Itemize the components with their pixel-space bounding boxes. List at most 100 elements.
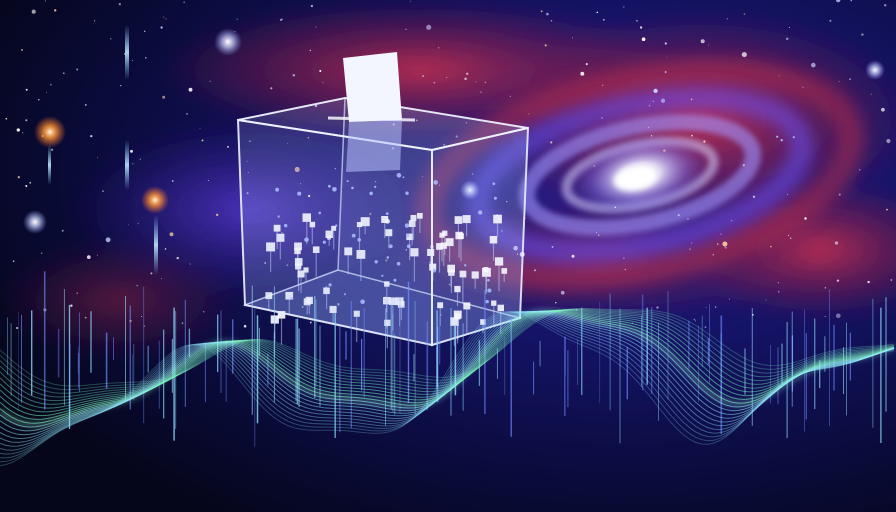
star — [663, 149, 666, 152]
star — [102, 190, 104, 192]
star — [648, 126, 650, 128]
star — [201, 139, 204, 142]
ballot-sparkle — [478, 210, 483, 215]
star — [770, 245, 772, 248]
star — [838, 81, 840, 82]
ballot-card — [277, 311, 286, 345]
star — [714, 306, 717, 308]
star — [186, 113, 189, 115]
star — [84, 103, 87, 106]
star — [788, 26, 790, 28]
sound-waves — [0, 308, 895, 467]
star — [551, 245, 554, 248]
star — [132, 163, 134, 165]
star — [787, 234, 790, 237]
star — [705, 307, 707, 308]
wave-line — [0, 308, 895, 394]
ballot-card — [440, 242, 447, 267]
star — [687, 218, 689, 220]
star — [484, 81, 487, 84]
wave-line — [0, 311, 895, 459]
star — [315, 26, 317, 28]
star — [850, 0, 852, 2]
ballot-card — [463, 302, 471, 334]
star — [438, 47, 440, 49]
star — [62, 72, 65, 75]
star — [836, 313, 841, 319]
star — [270, 87, 273, 90]
star — [870, 93, 872, 95]
ballot-sparkle — [485, 299, 489, 304]
star — [585, 63, 588, 66]
star — [136, 284, 138, 287]
star — [281, 18, 283, 20]
star — [322, 82, 324, 84]
star — [150, 272, 153, 275]
star — [786, 193, 789, 196]
star — [804, 217, 807, 220]
star — [25, 119, 28, 122]
star — [838, 193, 841, 196]
star — [199, 128, 201, 130]
wave-line — [0, 308, 895, 391]
star — [310, 4, 314, 8]
audio-spikes — [7, 271, 887, 447]
star — [145, 57, 147, 59]
ballot-card — [471, 271, 479, 289]
star — [188, 87, 193, 92]
star — [475, 81, 477, 83]
star — [38, 99, 40, 101]
star — [883, 3, 887, 7]
star — [422, 75, 425, 78]
star — [601, 117, 603, 119]
star — [50, 148, 54, 151]
ballot-box — [236, 52, 530, 349]
ballot-paper — [343, 52, 402, 172]
wave-glow — [0, 308, 895, 428]
star — [279, 18, 283, 22]
ballot-card — [455, 231, 463, 258]
star — [742, 164, 745, 167]
star — [726, 18, 728, 20]
star — [861, 33, 864, 36]
star — [650, 135, 653, 137]
ballot-card — [489, 236, 498, 261]
ballot-card — [447, 264, 455, 287]
ballot-card — [482, 267, 491, 293]
star — [704, 326, 707, 328]
star — [778, 75, 780, 77]
ballot-sparkle — [487, 288, 492, 293]
star — [5, 117, 8, 120]
star — [25, 184, 28, 188]
star — [780, 139, 783, 142]
star — [90, 134, 93, 138]
ballot-card — [436, 243, 443, 273]
star — [509, 95, 511, 97]
star — [639, 26, 643, 29]
star — [867, 280, 870, 284]
star — [22, 131, 24, 133]
star — [236, 18, 238, 20]
star — [648, 104, 651, 107]
star — [93, 20, 96, 22]
star — [139, 158, 141, 160]
star — [12, 260, 15, 263]
star — [571, 254, 575, 258]
star — [97, 157, 99, 159]
star — [160, 26, 163, 29]
star — [53, 9, 57, 12]
ballot-card — [493, 214, 502, 238]
star — [426, 24, 432, 30]
star — [480, 91, 482, 93]
star — [534, 269, 536, 272]
star — [724, 246, 727, 249]
star — [540, 10, 543, 13]
star — [165, 18, 167, 20]
star — [716, 243, 719, 245]
ballot-card — [491, 300, 497, 327]
star — [660, 98, 666, 103]
star — [181, 322, 184, 324]
star — [118, 3, 121, 6]
star — [550, 20, 553, 22]
star — [546, 12, 549, 16]
